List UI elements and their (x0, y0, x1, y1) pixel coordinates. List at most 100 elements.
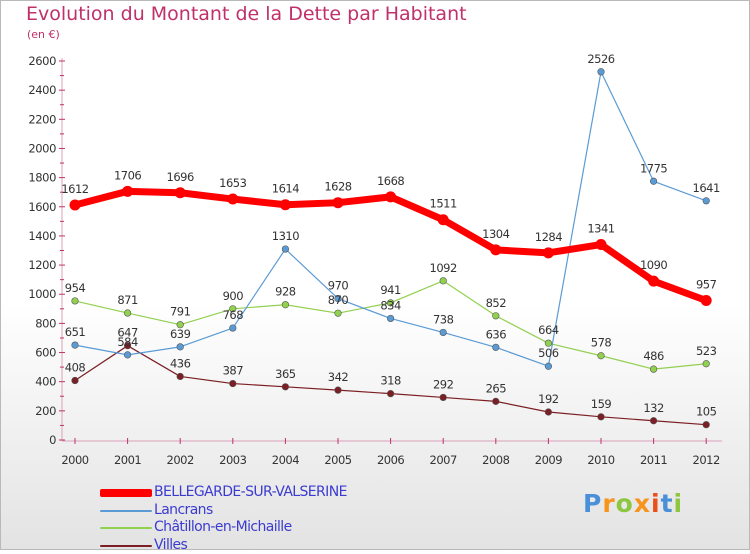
data-label: 387 (223, 364, 244, 378)
data-label: 768 (223, 308, 244, 322)
logo-letter: x (633, 489, 651, 518)
series-point (595, 239, 607, 251)
legend-swatch (100, 489, 152, 497)
series-point (279, 199, 291, 211)
data-label: 436 (170, 356, 191, 370)
data-label: 834 (380, 298, 401, 312)
logo-letter: i (651, 489, 661, 518)
logo-letter: i (673, 489, 684, 518)
y-tick-label: 1600 (28, 200, 56, 214)
series-point (649, 177, 658, 185)
legend-swatch (100, 509, 152, 512)
logo-letter: P (583, 489, 603, 518)
data-label: 578 (591, 336, 612, 350)
logo-letter: o (615, 489, 634, 518)
legend-label: Châtillon-en-Michaille (154, 519, 292, 535)
x-tick-label: 2009 (535, 453, 562, 467)
series-point (332, 197, 344, 209)
logo-letter: t (660, 489, 674, 518)
series-point (439, 393, 447, 402)
data-label: 791 (170, 305, 191, 319)
series-point (123, 342, 132, 350)
series-point (544, 339, 553, 347)
data-label: 1092 (430, 261, 457, 275)
x-tick-label: 2011 (640, 453, 667, 467)
y-tick-label: 1800 (28, 171, 56, 185)
series-point (700, 294, 712, 306)
series-point (69, 199, 81, 211)
data-label: 647 (117, 326, 138, 340)
y-tick-label: 2600 (28, 54, 56, 68)
data-label: 852 (486, 296, 507, 310)
x-tick-label: 2012 (693, 453, 720, 467)
series-point (174, 187, 186, 199)
y-tick-label: 2400 (28, 83, 56, 97)
series-point (229, 379, 237, 388)
series-point (492, 397, 500, 405)
data-label: 1628 (324, 180, 351, 194)
series-point (437, 214, 449, 226)
data-label: 651 (65, 325, 86, 339)
x-tick-label: 2005 (324, 453, 351, 467)
series-point (492, 312, 500, 320)
chart-title: Evolution du Montant de la Dette par Hab… (26, 3, 467, 25)
x-tick-label: 2010 (587, 453, 614, 467)
data-label: 408 (65, 361, 86, 375)
data-label: 1696 (167, 170, 194, 184)
data-label: 636 (486, 327, 507, 341)
x-tick-label: 2002 (167, 453, 194, 467)
series-point (334, 309, 342, 317)
series-point (387, 299, 395, 307)
series-point (71, 297, 79, 305)
x-tick-label: 2006 (377, 453, 404, 467)
proxiti-logo: Proxiti (583, 489, 683, 518)
series-point (702, 421, 710, 429)
series-point (490, 244, 502, 256)
y-tick-label: 600 (35, 346, 56, 360)
data-label: 738 (433, 312, 454, 326)
data-label: 928 (275, 285, 296, 299)
series-point (702, 360, 710, 368)
series-point (281, 245, 290, 253)
series-point (597, 352, 605, 360)
data-label: 639 (170, 327, 191, 341)
data-label: 957 (696, 277, 717, 291)
x-tick-label: 2003 (219, 453, 246, 467)
data-label: 2526 (587, 52, 614, 66)
data-label: 1668 (377, 174, 404, 188)
series-point (122, 185, 134, 197)
data-label: 1775 (640, 161, 667, 175)
data-label: 1706 (114, 168, 141, 182)
data-label: 265 (486, 381, 507, 395)
data-label: 105 (696, 405, 717, 419)
y-tick-label: 2000 (28, 141, 56, 155)
legend-swatch (100, 527, 152, 529)
series-point (229, 324, 237, 332)
series-point (597, 68, 605, 76)
series-point (387, 390, 395, 398)
data-label: 870 (328, 293, 349, 307)
y-tick-label: 1200 (28, 258, 56, 272)
y-tick-label: 400 (35, 375, 56, 389)
legend-label: Lancrans (154, 501, 213, 518)
data-label: 1284 (535, 230, 562, 244)
data-label: 1612 (61, 182, 88, 196)
data-label: 1090 (640, 258, 667, 272)
y-tick-label: 0 (49, 433, 56, 447)
data-label: 664 (538, 323, 559, 337)
data-label: 584 (117, 335, 138, 349)
y-tick-label: 800 (35, 316, 56, 330)
series-point (334, 295, 342, 303)
series-point (439, 328, 447, 337)
legend-label: Villes (154, 536, 188, 553)
data-label: 486 (643, 349, 664, 363)
series-point (334, 386, 342, 394)
data-label: 1341 (587, 222, 614, 236)
data-label: 365 (275, 367, 296, 381)
data-label: 132 (643, 401, 664, 415)
data-label: 342 (328, 370, 349, 384)
data-label: 1641 (693, 181, 720, 195)
series-point (385, 191, 397, 203)
series-point (229, 305, 237, 313)
series-point (649, 417, 658, 425)
